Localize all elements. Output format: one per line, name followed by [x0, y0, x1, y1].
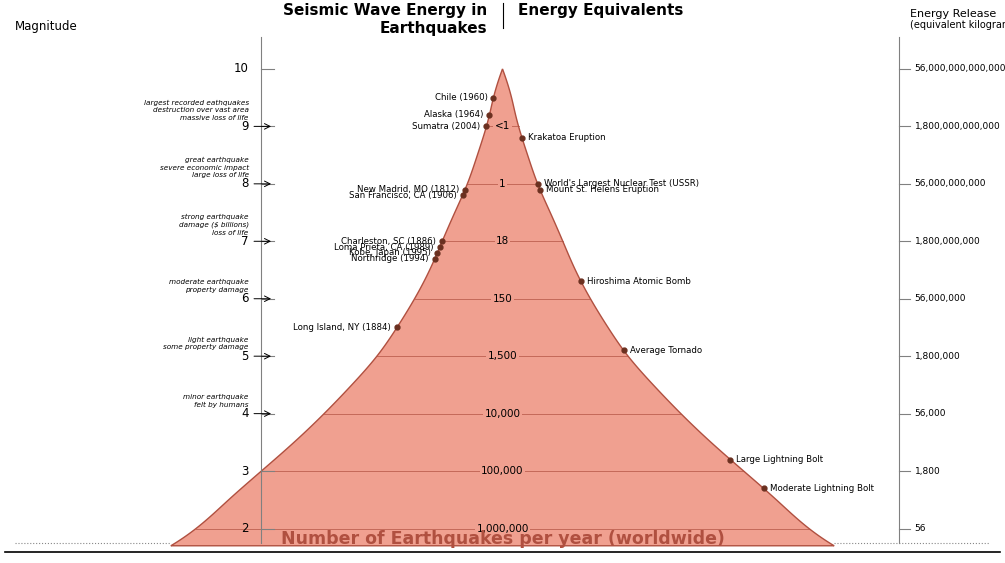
Text: Charleston, SC (1886): Charleston, SC (1886): [342, 237, 436, 246]
Text: Alaska (1964): Alaska (1964): [424, 110, 483, 119]
Text: 56,000,000: 56,000,000: [915, 294, 966, 303]
Text: great earthquake
severe economic impact
large loss of life: great earthquake severe economic impact …: [160, 157, 249, 178]
Text: 8: 8: [241, 177, 249, 190]
Text: moderate earthquake
property damage: moderate earthquake property damage: [169, 279, 249, 293]
Text: 18: 18: [495, 236, 510, 246]
Text: World's Largest Nuclear Test (USSR): World's Largest Nuclear Test (USSR): [544, 180, 698, 189]
Text: 1: 1: [499, 179, 506, 189]
Text: 10: 10: [234, 62, 249, 75]
Text: largest recorded eathquakes
destruction over vast area
massive loss of life: largest recorded eathquakes destruction …: [144, 100, 249, 120]
Text: 1,800,000: 1,800,000: [915, 352, 961, 361]
Text: 150: 150: [492, 294, 513, 303]
Text: New Madrid, MO (1812): New Madrid, MO (1812): [357, 185, 459, 194]
Text: 1,800: 1,800: [915, 467, 941, 476]
Text: 56,000,000,000: 56,000,000,000: [915, 180, 986, 189]
Text: 1,800,000,000: 1,800,000,000: [915, 237, 980, 246]
Text: 7: 7: [241, 235, 249, 248]
Text: 1,800,000,000,000: 1,800,000,000,000: [915, 122, 1000, 131]
Text: minor earthquake
felt by humans: minor earthquake felt by humans: [183, 394, 249, 408]
Text: Loma Prieta, CA (1989): Loma Prieta, CA (1989): [335, 243, 434, 252]
Text: 10,000: 10,000: [484, 409, 521, 419]
Text: Mount St. Helens Eruption: Mount St. Helens Eruption: [546, 185, 659, 194]
Text: Magnitude: Magnitude: [15, 20, 77, 33]
Text: 1,500: 1,500: [487, 351, 518, 361]
Text: Energy Release: Energy Release: [910, 8, 996, 19]
Text: light earthquake
some property damage: light earthquake some property damage: [164, 337, 249, 350]
Text: Sumatra (2004): Sumatra (2004): [412, 122, 480, 131]
Text: 3: 3: [241, 464, 249, 477]
Polygon shape: [171, 69, 834, 546]
Text: 56,000,000,000,000: 56,000,000,000,000: [915, 64, 1005, 73]
Text: Kobe, Japan (1995): Kobe, Japan (1995): [350, 248, 431, 257]
Text: 56: 56: [915, 524, 926, 533]
Text: San Francisco, CA (1906): San Francisco, CA (1906): [349, 191, 456, 200]
Text: (equivalent kilograms of explosive): (equivalent kilograms of explosive): [910, 20, 1005, 30]
Text: 9: 9: [241, 120, 249, 133]
Text: 6: 6: [241, 292, 249, 305]
Text: Energy Equivalents: Energy Equivalents: [518, 3, 683, 18]
Text: Northridge (1994): Northridge (1994): [352, 254, 429, 263]
Text: Krakatoa Eruption: Krakatoa Eruption: [528, 133, 606, 142]
Text: 56,000: 56,000: [915, 409, 946, 418]
Text: Number of Earthquakes per year (worldwide): Number of Earthquakes per year (worldwid…: [280, 530, 725, 548]
Text: strong earthquake
damage ($ billions)
loss of life: strong earthquake damage ($ billions) lo…: [179, 214, 249, 235]
Text: Seismic Wave Energy in
Earthquakes: Seismic Wave Energy in Earthquakes: [283, 3, 487, 36]
Text: 5: 5: [241, 350, 249, 363]
Text: Large Lightning Bolt: Large Lightning Bolt: [737, 455, 824, 464]
Text: 2: 2: [241, 522, 249, 535]
Text: 4: 4: [241, 407, 249, 420]
Text: Hiroshima Atomic Bomb: Hiroshima Atomic Bomb: [587, 277, 691, 286]
Text: 100,000: 100,000: [481, 466, 524, 476]
Text: Long Island, NY (1884): Long Island, NY (1884): [293, 323, 391, 332]
Text: Chile (1960): Chile (1960): [434, 93, 487, 102]
Text: Moderate Lightning Bolt: Moderate Lightning Bolt: [770, 484, 873, 493]
Text: Average Tornado: Average Tornado: [630, 346, 701, 355]
Text: <1: <1: [494, 122, 511, 131]
Text: 1,000,000: 1,000,000: [476, 524, 529, 534]
